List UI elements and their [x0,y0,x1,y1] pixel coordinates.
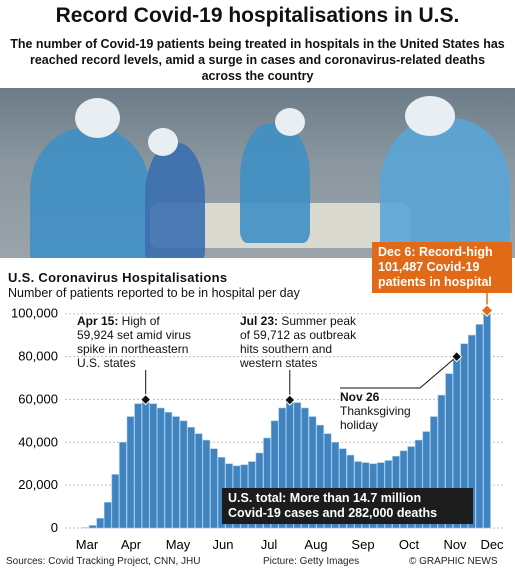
annotation-leaders [140,292,494,406]
page-subtitle: The number of Covid-19 patients being tr… [10,37,505,83]
x-tick-label: Mar [76,537,99,552]
chart-title: U.S. Coronavirus Hospitalisations [8,270,228,285]
x-tick-label: Jun [213,537,234,552]
chart-bar [88,525,97,529]
annotation-apr15: Apr 15: High of 59,924 set amid virus sp… [77,314,192,370]
chart-bar [96,518,104,529]
chart-bar [126,416,135,529]
y-tick-label: 80,000 [18,349,58,364]
annotation-jul23: Jul 23: Summer peak of 59,712 as outbrea… [240,314,357,370]
y-tick-label: 0 [51,520,58,535]
footer-picture-credit: Picture: Getty Images [263,556,360,567]
chart-bar [331,441,340,529]
chart-bar [316,424,324,529]
chart-bar [164,411,173,529]
footer-sources: Sources: Covid Tracking Project, CNN, JH… [6,556,201,567]
chart-bar [437,394,446,529]
chart-bars [81,310,491,529]
y-tick-label: 100,000 [11,306,58,321]
chart-bar [263,437,271,529]
chart-bar [103,501,112,529]
chart-bar [134,403,142,529]
x-tick-label: May [166,537,191,552]
x-tick-label: Oct [399,537,420,552]
chart-bar [210,448,218,529]
nov26-leader [340,356,457,389]
chart-bar [278,407,286,529]
x-tick-label: Dec [480,537,504,552]
chart-bar [445,373,453,529]
hospital-ward-photo [0,88,515,258]
chart-bar [308,416,317,529]
x-tick-label: Nov [443,537,467,552]
x-axis-labels: Mar Apr May Jun Jul Aug Sep Oct Nov Dec [76,537,504,552]
page-title: Record Covid-19 hospitalisations in U.S. [55,4,460,27]
chart-bar [460,343,469,529]
x-tick-label: Aug [304,537,327,552]
annotation-nov26: Nov 26 Thanksgiving holiday [340,390,411,432]
footer-brand: © GRAPHIC NEWS [409,556,498,567]
chart-bar [414,439,423,529]
chart-bar [407,446,415,529]
chart-bar [149,403,158,529]
chart-bar [172,416,180,529]
chart-bar [270,420,279,529]
nov26-marker [451,350,463,363]
chart-bar [483,310,491,529]
chart-bar [179,420,188,529]
annotation-jul23-title: Jul 23: [240,314,279,328]
chart-subtitle: Number of patients reported to be in hos… [8,286,300,300]
annotation-dec6-callout: Dec 6: Record-high 101,487 Covid-19 pati… [372,242,512,293]
y-tick-label: 60,000 [18,391,58,406]
chart-bar [202,439,211,529]
chart-bar [119,441,127,529]
y-tick-label: 40,000 [18,434,58,449]
y-tick-label: 20,000 [18,477,58,492]
chart-bar [187,426,195,529]
annotation-nov26-title: Nov 26 [340,390,380,404]
apr15-marker [140,393,152,406]
chart-bar [323,433,332,529]
chart-bar [141,399,150,529]
x-tick-label: Apr [121,537,142,552]
dec6-marker [480,304,494,317]
x-tick-label: Sep [351,537,374,552]
chart-bar [301,407,309,529]
chart-bar [194,433,203,529]
annotation-apr15-title: Apr 15: [77,314,119,328]
chart-bar [422,431,431,529]
chart-bar [475,324,484,529]
jul23-marker [284,394,296,406]
chart-bar [468,334,476,529]
chart-bar [157,407,165,529]
us-total-box: U.S. total: More than 14.7 million Covid… [222,488,473,524]
x-tick-label: Jul [261,537,278,552]
y-axis-labels: 0 20,000 40,000 60,000 80,000 100,000 [11,306,58,535]
chart-bar [430,416,438,529]
chart-bar [293,402,302,529]
chart-bar [111,474,120,529]
